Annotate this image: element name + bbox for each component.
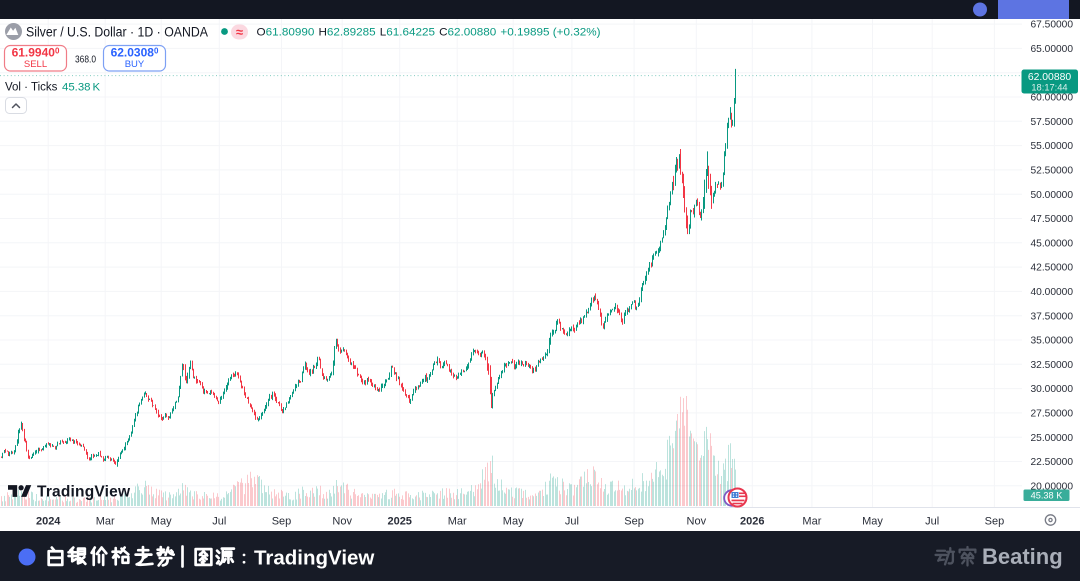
svg-text:≈: ≈ [236,25,243,40]
svg-text:45.38 K: 45.38 K [1031,490,1064,500]
svg-text:Jul: Jul [212,516,226,528]
svg-text:Beating: Beating [982,544,1063,569]
svg-text:60.00000: 60.00000 [1031,93,1074,104]
svg-text:Nov: Nov [332,516,352,528]
svg-text:62.03080: 62.03080 [111,46,159,60]
svg-text:50.00000: 50.00000 [1031,190,1074,201]
svg-text:55.00000: 55.00000 [1031,141,1074,152]
svg-text:45.38K: 45.38 K [62,81,101,93]
svg-text:22.50000: 22.50000 [1031,457,1074,468]
svg-text:47.50000: 47.50000 [1031,214,1074,225]
svg-text:2025: 2025 [387,516,411,528]
svg-text:18:17:44: 18:17:44 [1031,83,1067,93]
svg-text:35.00000: 35.00000 [1031,336,1074,347]
svg-text:Sep: Sep [272,516,292,528]
svg-text:61.99400: 61.99400 [12,46,60,60]
svg-text:Nov: Nov [687,516,707,528]
svg-text:Mar: Mar [802,516,821,528]
svg-text:Mar: Mar [448,516,467,528]
svg-text:30.00000: 30.00000 [1031,384,1074,395]
svg-text:62.00880: 62.00880 [1028,72,1072,83]
svg-text:37.50000: 37.50000 [1031,311,1074,322]
svg-text:2026: 2026 [740,516,764,528]
svg-text:May: May [503,516,524,528]
svg-text:May: May [151,516,172,528]
svg-text:SELL: SELL [24,59,47,70]
svg-text:Vol · Ticks: Vol · Ticks [5,81,58,93]
svg-text:May: May [862,516,883,528]
svg-text:Sep: Sep [624,516,644,528]
svg-text:45.00000: 45.00000 [1031,238,1074,249]
svg-text:67.50000: 67.50000 [1031,20,1074,31]
svg-text:368.0: 368.0 [75,55,96,66]
svg-text:65.00000: 65.00000 [1031,44,1074,55]
svg-text:2024: 2024 [36,516,61,528]
svg-text:Sep: Sep [985,516,1005,528]
svg-text:Silver / U.S. Dollar · 1D · OA: Silver / U.S. Dollar · 1D · OANDA [26,25,208,41]
svg-text:20.00000: 20.00000 [1031,481,1074,492]
svg-text:42.50000: 42.50000 [1031,263,1074,274]
svg-text:40.00000: 40.00000 [1031,287,1074,298]
svg-text:BUY: BUY [125,59,145,70]
svg-text:25.00000: 25.00000 [1031,433,1074,444]
svg-text:Jul: Jul [925,516,939,528]
svg-text:Jul: Jul [565,516,579,528]
svg-text:TradingView: TradingView [254,547,374,570]
svg-text:TradingView: TradingView [37,484,131,501]
svg-text:27.50000: 27.50000 [1031,409,1074,420]
svg-text:32.50000: 32.50000 [1031,360,1074,371]
svg-text:52.50000: 52.50000 [1031,166,1074,177]
svg-text:Mar: Mar [96,516,115,528]
svg-text:57.50000: 57.50000 [1031,117,1074,128]
